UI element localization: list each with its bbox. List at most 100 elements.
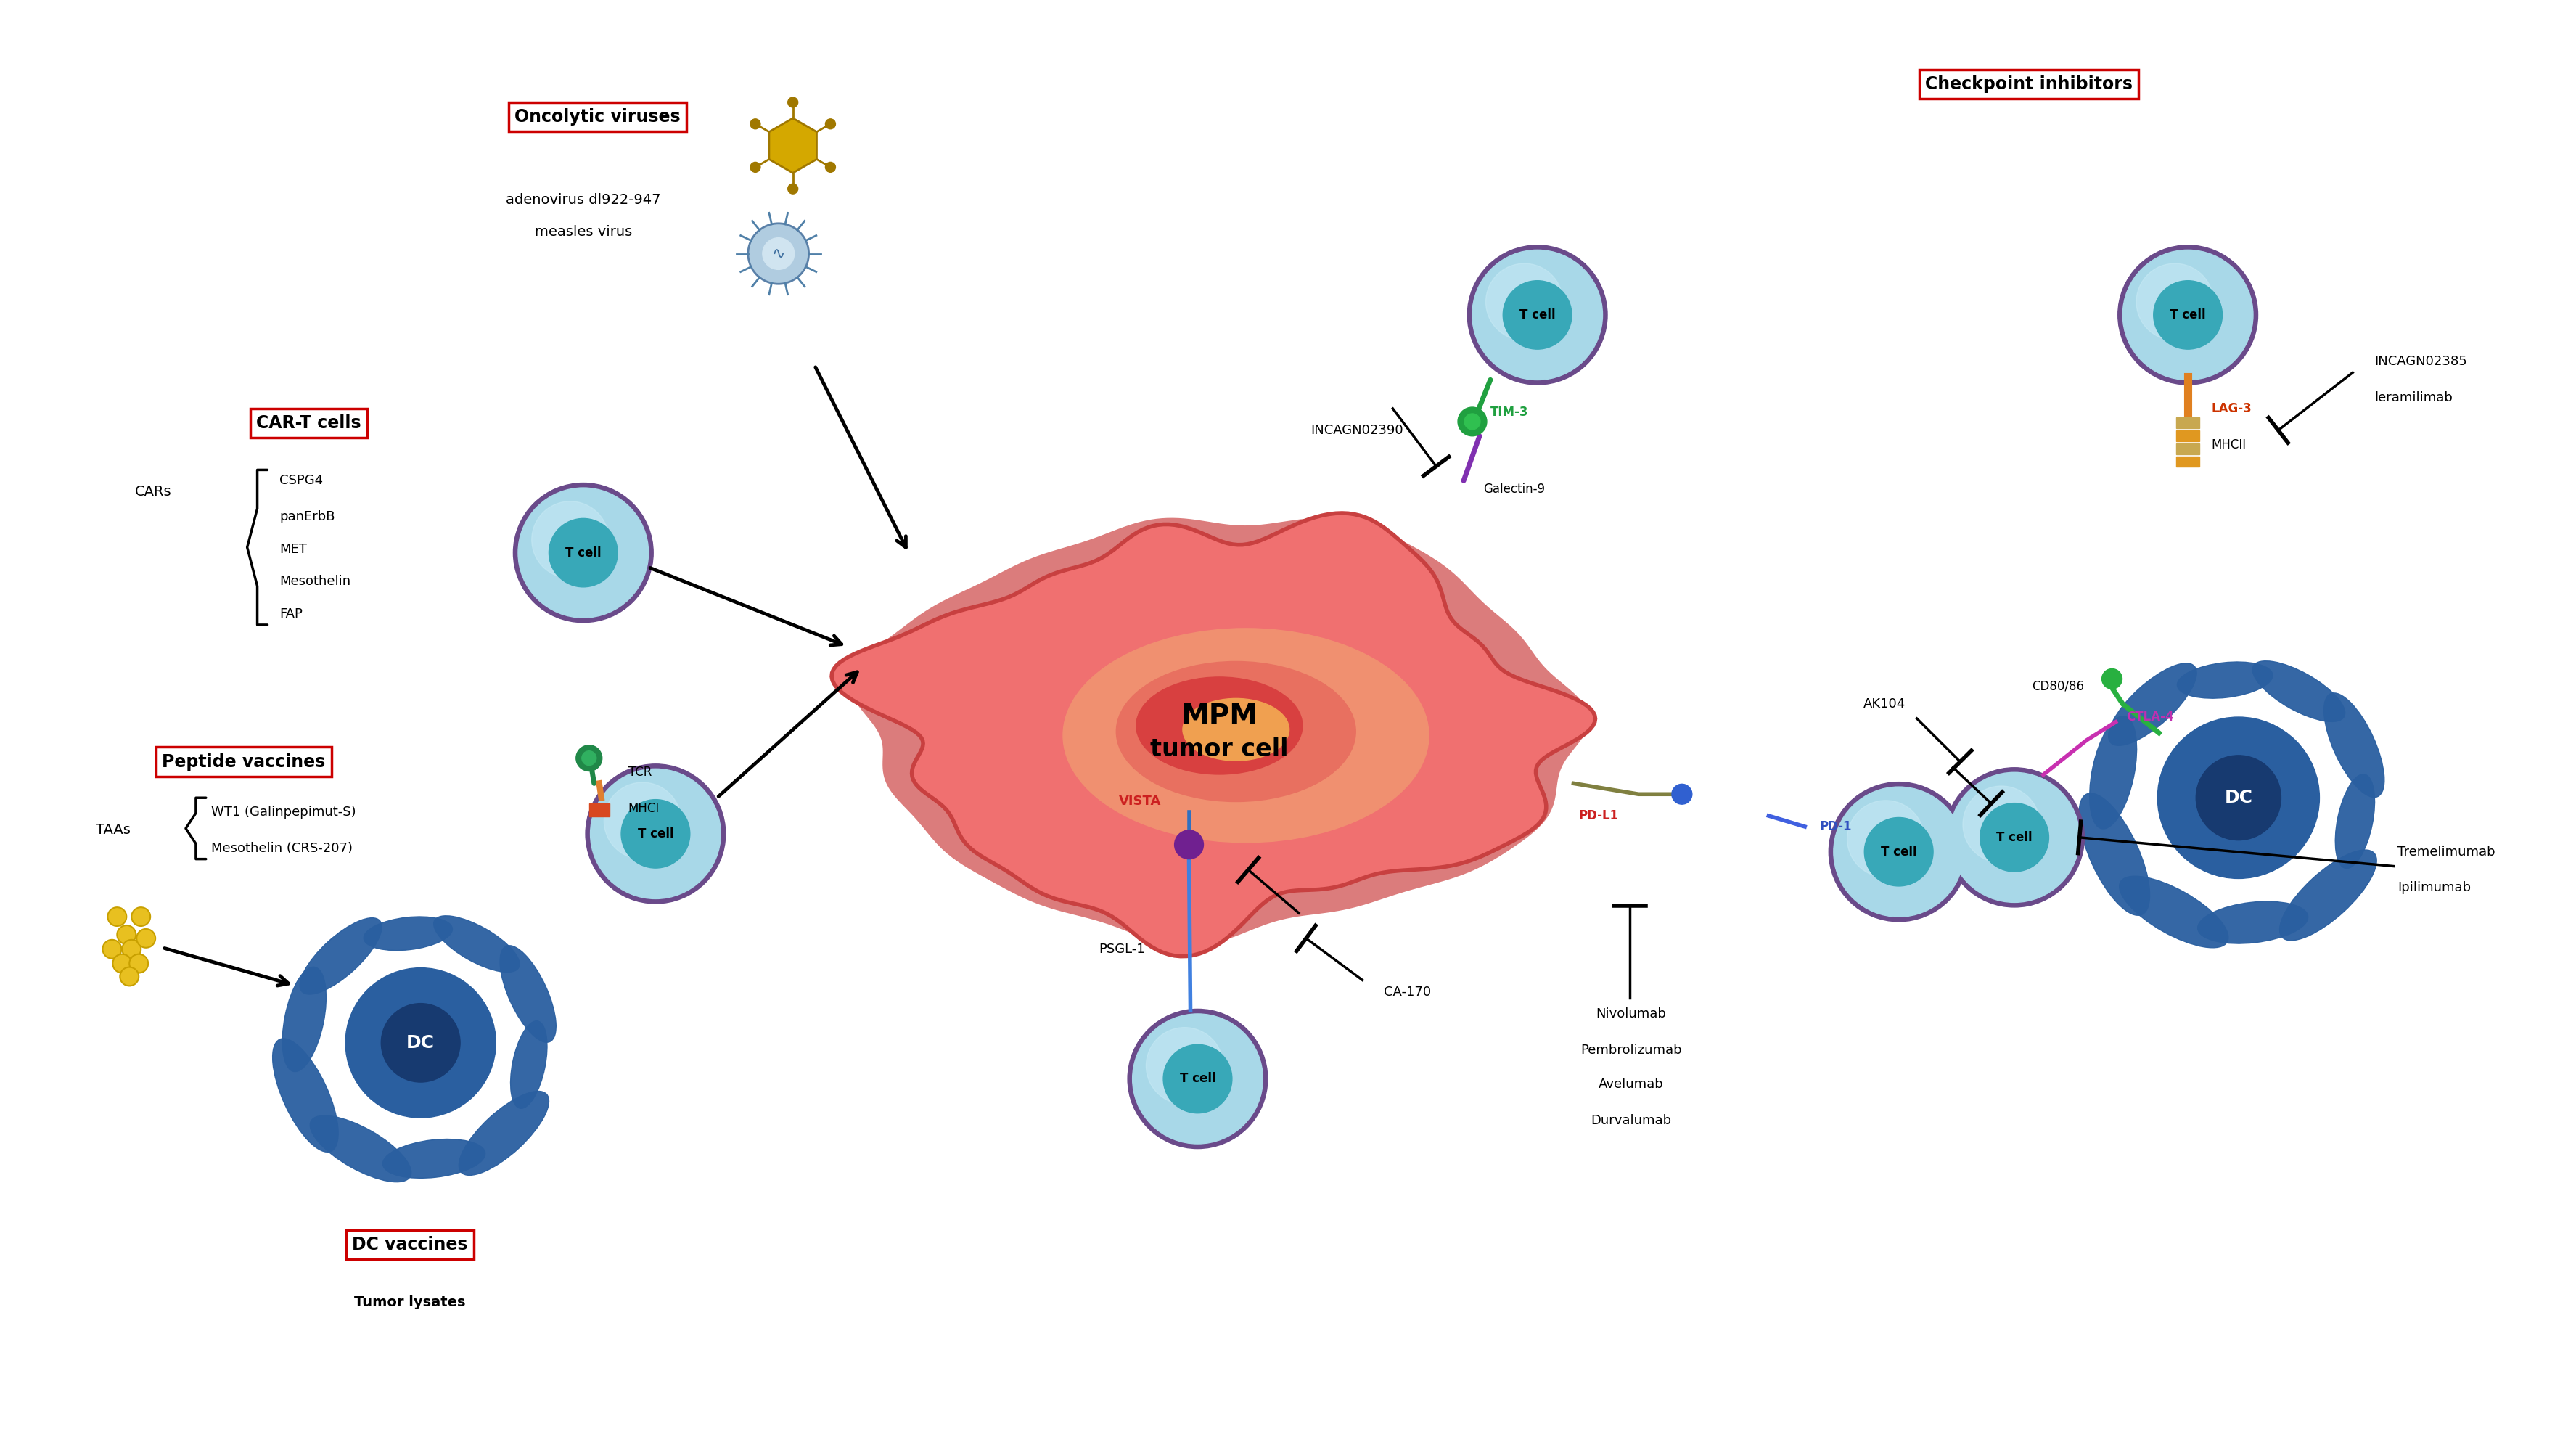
Text: T cell: T cell — [1996, 831, 2032, 844]
Text: leramilimab: leramilimab — [2375, 391, 2452, 404]
Ellipse shape — [2177, 662, 2272, 698]
Text: PD-L1: PD-L1 — [1579, 809, 1618, 822]
Text: INCAGN02385: INCAGN02385 — [2375, 355, 2468, 368]
Text: MHCI: MHCI — [629, 802, 659, 815]
Circle shape — [2159, 717, 2318, 878]
Circle shape — [2136, 263, 2213, 341]
Text: Ipilimumab: Ipilimumab — [2398, 881, 2470, 894]
Polygon shape — [770, 118, 817, 172]
Circle shape — [531, 502, 608, 578]
Text: FAP: FAP — [281, 608, 304, 621]
Text: MPM: MPM — [1180, 703, 1257, 730]
Text: T cell: T cell — [1880, 845, 1917, 858]
Circle shape — [1950, 773, 2079, 902]
Circle shape — [1468, 246, 1607, 385]
Text: CD80/86: CD80/86 — [2032, 680, 2084, 693]
Ellipse shape — [500, 946, 556, 1042]
Circle shape — [345, 969, 495, 1118]
Circle shape — [381, 1003, 461, 1082]
Text: PD-1: PD-1 — [1819, 821, 1852, 833]
Text: AK104: AK104 — [1862, 697, 1906, 711]
Circle shape — [137, 928, 155, 947]
Circle shape — [131, 907, 149, 925]
Text: T cell: T cell — [2169, 309, 2205, 322]
Ellipse shape — [2079, 793, 2151, 915]
Ellipse shape — [459, 1091, 549, 1175]
Circle shape — [2154, 280, 2223, 349]
Text: CAR-T cells: CAR-T cells — [255, 414, 361, 431]
Text: adenovirus dl922-947: adenovirus dl922-947 — [505, 193, 659, 207]
Text: Mesothelin: Mesothelin — [281, 575, 350, 588]
Text: INCAGN02390: INCAGN02390 — [1311, 424, 1404, 437]
Text: T cell: T cell — [564, 546, 600, 559]
Ellipse shape — [299, 918, 381, 994]
Circle shape — [518, 487, 649, 618]
Circle shape — [2123, 250, 2254, 379]
Circle shape — [2102, 668, 2123, 688]
Ellipse shape — [2089, 716, 2136, 829]
Circle shape — [108, 907, 126, 925]
Text: Galectin-9: Galectin-9 — [1484, 483, 1546, 496]
Ellipse shape — [2280, 849, 2378, 940]
Text: T cell: T cell — [1180, 1072, 1216, 1085]
Text: LAG-3: LAG-3 — [2210, 402, 2251, 415]
Circle shape — [577, 746, 603, 772]
Circle shape — [750, 162, 760, 172]
Circle shape — [1981, 803, 2048, 872]
Ellipse shape — [2324, 693, 2385, 798]
Text: T cell: T cell — [1520, 309, 1556, 322]
Ellipse shape — [1115, 661, 1355, 802]
Circle shape — [762, 237, 793, 270]
Ellipse shape — [2197, 901, 2308, 944]
Text: Tremelimumab: Tremelimumab — [2398, 845, 2496, 858]
Ellipse shape — [510, 1020, 546, 1108]
Text: Mesothelin (CRS-207): Mesothelin (CRS-207) — [211, 842, 353, 855]
Ellipse shape — [384, 1140, 484, 1178]
Polygon shape — [832, 513, 1595, 956]
Circle shape — [1133, 1015, 1262, 1144]
Circle shape — [1834, 787, 1963, 917]
Circle shape — [1847, 800, 1924, 877]
Text: DC vaccines: DC vaccines — [353, 1236, 469, 1253]
Circle shape — [1164, 1045, 1231, 1114]
Text: CA-170: CA-170 — [1383, 986, 1430, 999]
Circle shape — [121, 967, 139, 986]
Circle shape — [590, 769, 721, 898]
Text: measles virus: measles virus — [536, 226, 631, 239]
Circle shape — [1865, 818, 1932, 887]
Circle shape — [582, 752, 595, 766]
Ellipse shape — [309, 1115, 412, 1183]
Text: ∿: ∿ — [773, 246, 786, 262]
Circle shape — [549, 519, 618, 588]
Text: T cell: T cell — [636, 828, 672, 841]
Ellipse shape — [363, 917, 453, 950]
Text: MHCII: MHCII — [2210, 438, 2246, 451]
Circle shape — [1963, 786, 2040, 862]
Circle shape — [1471, 250, 1602, 379]
Circle shape — [788, 98, 799, 108]
Text: WT1 (Galinpepimut-S): WT1 (Galinpepimut-S) — [211, 806, 355, 819]
Circle shape — [513, 483, 654, 622]
Circle shape — [103, 940, 121, 958]
Text: Checkpoint inhibitors: Checkpoint inhibitors — [1924, 76, 2133, 93]
Circle shape — [1672, 785, 1692, 805]
Text: Tumor lysates: Tumor lysates — [353, 1295, 466, 1309]
Text: TAAs: TAAs — [95, 823, 131, 838]
Circle shape — [1463, 414, 1481, 430]
Text: Avelumab: Avelumab — [1600, 1078, 1664, 1091]
Ellipse shape — [283, 967, 327, 1072]
Text: Nivolumab: Nivolumab — [1597, 1007, 1667, 1020]
Circle shape — [585, 764, 726, 904]
Circle shape — [1175, 831, 1203, 859]
Circle shape — [116, 925, 137, 944]
Ellipse shape — [1136, 677, 1303, 775]
Text: CARs: CARs — [134, 484, 173, 499]
Text: Durvalumab: Durvalumab — [1592, 1114, 1672, 1127]
Text: DC: DC — [2223, 789, 2251, 806]
Circle shape — [603, 782, 680, 859]
Ellipse shape — [2336, 775, 2375, 868]
Circle shape — [1486, 263, 1564, 341]
Ellipse shape — [2107, 664, 2197, 746]
Circle shape — [824, 162, 835, 172]
Circle shape — [2195, 756, 2280, 841]
